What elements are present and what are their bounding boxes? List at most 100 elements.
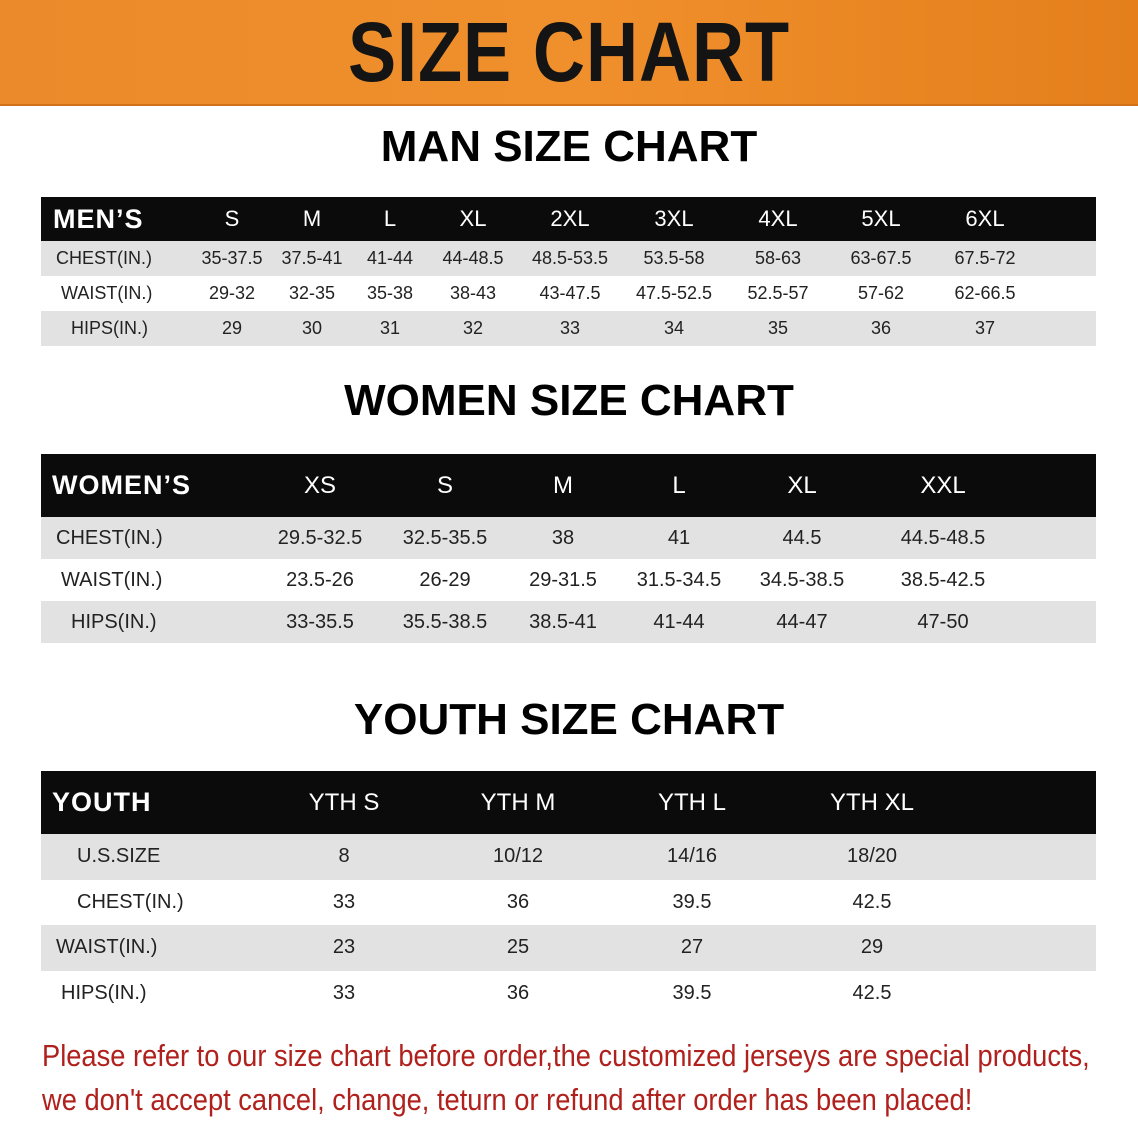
women-size-header: S bbox=[436, 471, 453, 499]
notice-line-2: we don't accept cancel, change, teturn o… bbox=[42, 1082, 973, 1117]
youth-measurement-cell: 18/20 bbox=[846, 845, 898, 868]
women-measurement-cell: 47-50 bbox=[917, 610, 969, 633]
men-table-row: HIPS(IN.) 29 30 31 32 33 34 35 36 37 bbox=[41, 311, 1096, 346]
youth-size-table: YOUTH YTH S YTH M YTH L YTH XL U.S.SIZE 8 10/12… bbox=[41, 771, 1096, 1016]
men-measurement-cell: 35-38 bbox=[366, 283, 414, 303]
men-measurement-cell: 35 bbox=[767, 318, 789, 338]
youth-header-label: YOUTH bbox=[52, 787, 152, 817]
women-table-row: CHEST(IN.) 29.5-32.5 32.5-35.5 38 41 44.5 44.5… bbox=[41, 517, 1096, 559]
youth-measurement-cell: 8 bbox=[338, 845, 350, 868]
men-measurement-cell: 36 bbox=[870, 318, 892, 338]
men-measurement-cell: 52.5-57 bbox=[747, 283, 809, 303]
men-size-header: S bbox=[224, 206, 240, 231]
men-row-label: CHEST(IN.) bbox=[56, 248, 152, 268]
youth-table-row: CHEST(IN.) 33 36 39.5 42.5 bbox=[41, 880, 1096, 926]
men-section-title: MAN SIZE CHART bbox=[380, 122, 758, 171]
women-size-table: WOMEN’S XS S M L XL XXL CHEST(IN.) 29.5-32.5 32.5… bbox=[41, 454, 1096, 643]
youth-row-label: HIPS(IN.) bbox=[61, 981, 147, 1004]
men-size-table: MEN’S S M L XL 2XL 3XL 4XL 5XL 6XL CHEST(IN.) 35-37… bbox=[41, 197, 1096, 346]
youth-measurement-cell: 39.5 bbox=[672, 890, 712, 913]
men-measurement-cell: 67.5-72 bbox=[954, 248, 1016, 268]
women-measurement-cell: 38 bbox=[551, 526, 575, 549]
men-table-row: CHEST(IN.) 35-37.5 37.5-41 41-44 44-48.5 48.5… bbox=[41, 241, 1096, 276]
men-measurement-cell: 58-63 bbox=[754, 248, 802, 268]
women-measurement-cell: 33-35.5 bbox=[286, 610, 354, 633]
women-measurement-cell: 44.5 bbox=[782, 526, 822, 549]
banner: SIZE CHART bbox=[0, 0, 1138, 106]
youth-row-label: CHEST(IN.) bbox=[77, 890, 184, 913]
men-measurement-cell: 30 bbox=[301, 318, 323, 338]
women-row-label: HIPS(IN.) bbox=[71, 610, 157, 633]
youth-measurement-cell: 42.5 bbox=[852, 981, 892, 1004]
youth-section-title: YOUTH SIZE CHART bbox=[353, 695, 785, 744]
men-size-header: L bbox=[383, 206, 397, 231]
men-size-header: M bbox=[302, 206, 322, 231]
banner-title: SIZE CHART bbox=[347, 5, 791, 99]
women-measurement-cell: 41 bbox=[667, 526, 691, 549]
women-measurement-cell: 41-44 bbox=[653, 610, 705, 633]
youth-size-header: YTH S bbox=[308, 788, 380, 816]
youth-measurement-cell: 42.5 bbox=[852, 890, 892, 913]
youth-header-row: YOUTH YTH S YTH M YTH L YTH XL bbox=[41, 771, 1096, 834]
men-header-label: MEN’S bbox=[53, 203, 144, 234]
men-measurement-cell: 29 bbox=[221, 318, 243, 338]
youth-measurement-cell: 33 bbox=[332, 890, 356, 913]
youth-measurement-cell: 33 bbox=[332, 981, 356, 1004]
men-size-header: XL bbox=[459, 206, 487, 231]
men-measurement-cell: 29-32 bbox=[208, 283, 256, 303]
women-size-header: L bbox=[672, 471, 686, 499]
men-measurement-cell: 37 bbox=[974, 318, 996, 338]
men-measurement-cell: 53.5-58 bbox=[643, 248, 705, 268]
men-table-row: WAIST(IN.) 29-32 32-35 35-38 38-43 43-47.5 47.… bbox=[41, 276, 1096, 311]
men-row-label: HIPS(IN.) bbox=[71, 318, 149, 338]
youth-measurement-cell: 25 bbox=[506, 936, 530, 959]
men-measurement-cell: 48.5-53.5 bbox=[531, 248, 609, 268]
men-measurement-cell: 44-48.5 bbox=[442, 248, 504, 268]
women-size-header: XS bbox=[303, 471, 336, 499]
men-header-row: MEN’S S M L XL 2XL 3XL 4XL 5XL 6XL bbox=[41, 197, 1096, 241]
men-measurement-cell: 47.5-52.5 bbox=[635, 283, 713, 303]
women-header-label: WOMEN’S bbox=[52, 470, 191, 500]
youth-size-header: YTH M bbox=[480, 788, 556, 816]
youth-measurement-cell: 27 bbox=[680, 936, 704, 959]
women-row-label: CHEST(IN.) bbox=[56, 526, 163, 549]
men-measurement-cell: 43-47.5 bbox=[539, 283, 601, 303]
women-measurement-cell: 26-29 bbox=[419, 568, 471, 591]
women-measurement-cell: 29.5-32.5 bbox=[277, 526, 363, 549]
men-row-label: WAIST(IN.) bbox=[61, 283, 153, 303]
youth-size-header: YTH XL bbox=[829, 788, 915, 816]
men-size-header: 2XL bbox=[550, 206, 590, 231]
men-size-header: 5XL bbox=[861, 206, 901, 231]
youth-row-label: U.S.SIZE bbox=[77, 845, 161, 868]
women-section-title: WOMEN SIZE CHART bbox=[344, 376, 794, 425]
youth-measurement-cell: 14/16 bbox=[666, 845, 718, 868]
men-measurement-cell: 32 bbox=[462, 318, 484, 338]
youth-table-row: U.S.SIZE 8 10/12 14/16 18/20 bbox=[41, 834, 1096, 880]
women-table-row: WAIST(IN.) 23.5-26 26-29 29-31.5 31.5-34.5 34… bbox=[41, 559, 1096, 601]
youth-measurement-cell: 29 bbox=[860, 936, 884, 959]
youth-measurement-cell: 23 bbox=[332, 936, 356, 959]
women-size-header: M bbox=[553, 471, 573, 499]
men-measurement-cell: 62-66.5 bbox=[954, 283, 1016, 303]
women-measurement-cell: 38.5-41 bbox=[529, 610, 597, 633]
men-measurement-cell: 37.5-41 bbox=[281, 248, 343, 268]
youth-table-row: HIPS(IN.) 33 36 39.5 42.5 bbox=[41, 971, 1096, 1017]
women-size-header: XXL bbox=[920, 471, 966, 499]
youth-row-label: WAIST(IN.) bbox=[56, 936, 158, 959]
men-size-header: 3XL bbox=[654, 206, 694, 231]
women-row-label: WAIST(IN.) bbox=[61, 568, 163, 591]
men-measurement-cell: 34 bbox=[663, 318, 685, 338]
youth-measurement-cell: 10/12 bbox=[492, 845, 544, 868]
women-measurement-cell: 31.5-34.5 bbox=[636, 568, 722, 591]
women-measurement-cell: 29-31.5 bbox=[529, 568, 597, 591]
men-measurement-cell: 31 bbox=[379, 318, 401, 338]
notice-line-1: Please refer to our size chart before or… bbox=[42, 1038, 1090, 1073]
women-size-header: XL bbox=[787, 471, 817, 499]
youth-measurement-cell: 39.5 bbox=[672, 981, 712, 1004]
men-size-header: 6XL bbox=[965, 206, 1005, 231]
women-measurement-cell: 44-47 bbox=[776, 610, 828, 633]
men-measurement-cell: 57-62 bbox=[857, 283, 905, 303]
men-measurement-cell: 35-37.5 bbox=[201, 248, 263, 268]
youth-size-header: YTH L bbox=[657, 788, 726, 816]
men-measurement-cell: 33 bbox=[559, 318, 581, 338]
